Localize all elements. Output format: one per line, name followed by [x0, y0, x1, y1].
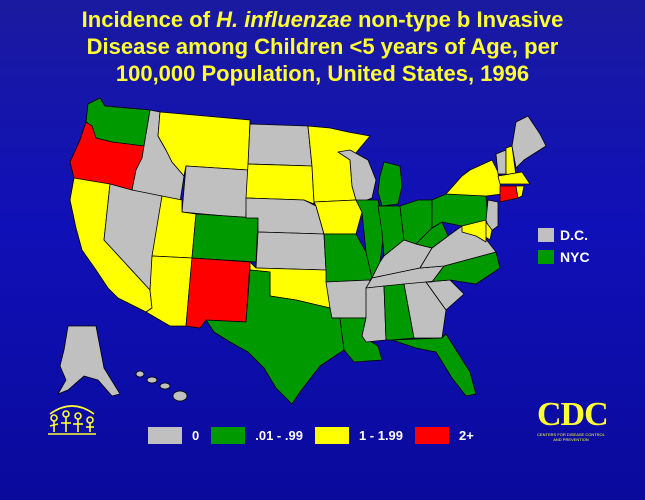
side-legend-item: D.C. — [538, 224, 590, 246]
state-MS — [361, 285, 387, 343]
side-legend: D.C. NYC — [538, 224, 590, 268]
state-SD — [245, 163, 315, 205]
state-TX — [205, 269, 345, 405]
state-ND — [247, 123, 313, 167]
title-line-1: Incidence of H. influenzae non-type b In… — [81, 7, 564, 32]
title-line-2: Disease among Children <5 years of Age, … — [86, 34, 559, 59]
state-CO — [191, 213, 259, 263]
map-title: Incidence of H. influenzae non-type b In… — [0, 6, 645, 87]
legend-swatch — [314, 427, 349, 444]
state-RI — [515, 185, 525, 199]
state-NM — [185, 257, 251, 329]
cdc-logo: CDC CENTERS FOR DISEASE CONTROL AND PREV… — [537, 396, 609, 443]
state-GA — [403, 281, 447, 339]
state-WY — [181, 165, 249, 219]
legend-swatch — [415, 427, 450, 444]
legend-item: 0 — [148, 427, 199, 444]
side-legend-swatch — [538, 250, 554, 264]
legend-swatch — [148, 427, 182, 444]
state-AZ — [145, 255, 193, 327]
family-logo-icon — [48, 405, 96, 435]
side-legend-swatch — [538, 228, 554, 242]
state-AR — [325, 279, 371, 319]
side-legend-item: NYC — [538, 246, 590, 268]
title-line-3: 100,000 Population, United States, 1996 — [115, 61, 530, 86]
state-CT — [499, 185, 519, 203]
state-NY — [445, 159, 503, 197]
legend-item: 1 - 1.99 — [314, 427, 403, 444]
legend-item: .01 - .99 — [211, 427, 303, 444]
cdc-logo-subtext: CENTERS FOR DISEASE CONTROL AND PREVENTI… — [537, 432, 605, 442]
state-ME — [511, 115, 547, 169]
state-FL — [391, 333, 477, 397]
state-KS — [255, 231, 327, 271]
state-MI — [377, 161, 403, 207]
state-NJ — [485, 199, 499, 233]
legend: 0 .01 - .99 1 - 1.99 2+ — [148, 427, 486, 444]
state-MA — [497, 171, 531, 185]
state-HI — [135, 370, 188, 402]
state-VT — [495, 149, 507, 175]
legend-item: 2+ — [415, 427, 474, 444]
cdc-logo-text: CDC — [537, 396, 609, 433]
state-NC — [425, 251, 501, 285]
state-AK — [57, 325, 121, 397]
legend-swatch — [211, 427, 246, 444]
state-MD — [461, 219, 487, 243]
